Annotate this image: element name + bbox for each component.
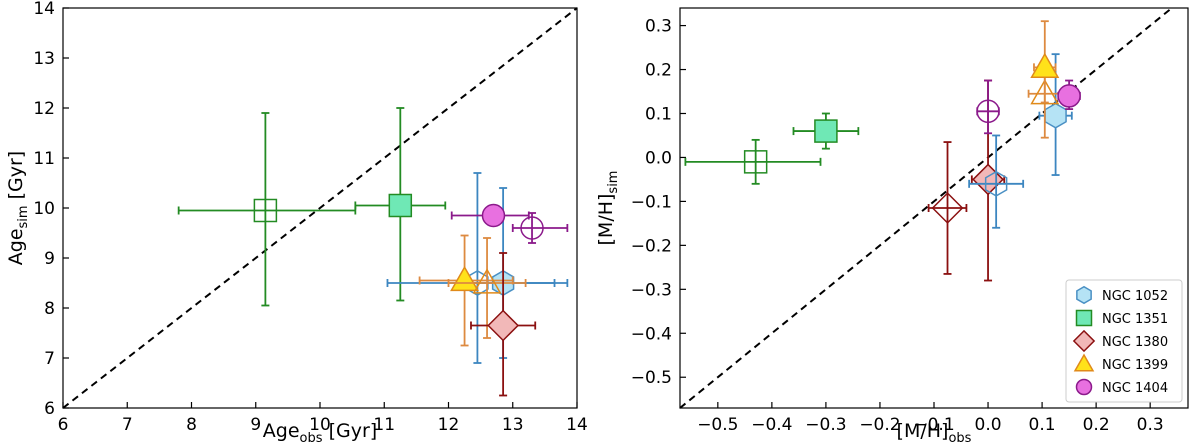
- age-x-tick-label: 14: [566, 415, 588, 435]
- legend-entry-ngc-1399: NGC 1399: [1073, 353, 1168, 373]
- ngc-1404-marker: [481, 203, 506, 228]
- legend-entry-ngc-1351: NGC 1351: [1075, 309, 1168, 327]
- age-point-ngc-1052-open: [386, 172, 556, 364]
- legend-marker: [1075, 378, 1093, 396]
- ngc-1052-marker: [984, 170, 1008, 197]
- metallicity-y-tick-label: −0.1: [631, 192, 672, 212]
- metallicity-x-tick-label: −0.3: [805, 415, 846, 435]
- legend-entry-ngc-1052: NGC 1052: [1076, 285, 1168, 305]
- metallicity-y-tick-label: −0.2: [631, 236, 672, 256]
- age-point-ngc-1399-open: [447, 237, 527, 339]
- metallicity-y-tick-label: 0.3: [645, 17, 672, 37]
- ngc-1351-marker: [253, 198, 278, 223]
- ngc-1404-marker: [1057, 84, 1081, 108]
- age-y-tick-label: 13: [33, 49, 55, 69]
- age-y-axis-label: Agesim [Gyr]: [5, 151, 31, 265]
- age-point-ngc-1404-filled: [450, 203, 530, 228]
- ngc-1399-marker: [450, 265, 480, 292]
- metallicity-point-ngc-1052-open: [968, 134, 1025, 229]
- age-y-tick-label: 8: [44, 299, 55, 319]
- age-point-ngc-1380-filled: [470, 252, 537, 397]
- legend-marker: [1072, 329, 1096, 353]
- legend-label: NGC 1351: [1102, 312, 1168, 327]
- ngc-1052-marker: [1044, 102, 1067, 129]
- age-x-tick-label: 12: [438, 415, 460, 435]
- metallicity-data-points: [684, 20, 1081, 282]
- legend-entry-ngc-1380: NGC 1380: [1072, 329, 1168, 353]
- age-y-tick-label: 11: [33, 149, 55, 169]
- age-y-tick-label: 14: [33, 0, 55, 19]
- age-x-tick-label: 6: [58, 415, 69, 435]
- age-axis-ticks: 6 7 8 9 10 11 12 13 14 6 7 8 9 10 11 12 13 14: [33, 0, 587, 435]
- ngc-1399-marker: [1030, 79, 1060, 105]
- metallicity-point-ngc-1351-filled: [792, 112, 860, 150]
- ngc-1399-marker: [472, 268, 502, 294]
- ngc-1380-marker: [972, 163, 1004, 196]
- metallicity-y-tick-label: 0.1: [645, 104, 672, 124]
- age-x-tick-label: 9: [250, 415, 261, 435]
- legend-box: [1065, 279, 1183, 403]
- metallicity-one-to-one-line: [679, 7, 1173, 409]
- age-y-tick-label: 7: [44, 349, 55, 369]
- legend: NGC 1052 NGC 1351 NGC 1380 NGC 1399 NGC 1404: [1065, 279, 1183, 403]
- legend-marker: [1073, 353, 1095, 372]
- age-y-tick-label: 12: [33, 99, 55, 119]
- metallicity-point-ngc-1404-filled: [1057, 79, 1081, 110]
- age-y-tick-label: 6: [44, 399, 55, 419]
- age-point-ngc-1351-open: [177, 112, 357, 307]
- metallicity-y-tick-label: −0.4: [631, 324, 672, 344]
- legend-marker: [1075, 309, 1093, 327]
- metallicity-x-tick-label: 0.1: [1029, 415, 1056, 435]
- age-data-points: [177, 107, 569, 397]
- metallicity-point-ngc-1380-open: [927, 141, 968, 275]
- ngc-1351-marker: [814, 119, 838, 143]
- legend-label: NGC 1380: [1102, 335, 1168, 350]
- metallicity-x-tick-label: 0.2: [1083, 415, 1110, 435]
- legend-label: NGC 1399: [1102, 358, 1168, 373]
- metallicity-x-tick-label: −0.4: [751, 415, 792, 435]
- metallicity-comparison-panel: −0.5 −0.4 −0.3 −0.2 −0.1 0.0 0.1 0.2 0.3 −0.5 −0.4…: [595, 7, 1189, 446]
- ngc-1380-marker: [487, 309, 520, 342]
- metallicity-x-axis-label: [M/H]obs: [897, 420, 972, 444]
- age-point-ngc-1351-filled: [354, 107, 447, 302]
- legend-entry-ngc-1404: NGC 1404: [1075, 378, 1168, 396]
- metallicity-axis-ticks: −0.5 −0.4 −0.3 −0.2 −0.1 0.0 0.1 0.2 0.3 −0.5 −0.4…: [631, 17, 1164, 435]
- age-x-tick-label: 10: [309, 415, 331, 435]
- legend-label: NGC 1404: [1102, 381, 1168, 396]
- age-point-ngc-1399-filled: [418, 234, 514, 347]
- legend-marker: [1076, 285, 1092, 305]
- age-y-tick-label: 9: [44, 249, 55, 269]
- age-x-tick-label: 11: [373, 415, 395, 435]
- age-one-to-one-line: [62, 7, 578, 409]
- ngc-1380-marker: [931, 192, 964, 224]
- metallicity-x-tick-label: −0.1: [913, 415, 954, 435]
- ngc-1399-marker: [1030, 52, 1060, 78]
- metallicity-point-ngc-1404-open: [976, 79, 1000, 135]
- metallicity-point-ngc-1399-filled: [1030, 20, 1060, 104]
- age-comparison-panel: 6 7 8 9 10 11 12 13 14 6 7 8 9 10 11 12 13 14 Ageobs [Gyr…: [5, 0, 588, 446]
- age-x-axis-label: Ageobs [Gyr]: [263, 420, 377, 444]
- metallicity-y-tick-label: −0.5: [631, 368, 672, 388]
- age-x-tick-label: 8: [186, 415, 197, 435]
- age-point-ngc-1404-open: [511, 212, 569, 244]
- metallicity-x-tick-label: −0.2: [859, 415, 900, 435]
- ngc-1351-marker: [743, 150, 768, 174]
- ngc-1404-marker: [976, 99, 1000, 124]
- ngc-1404-marker: [520, 216, 544, 240]
- age-x-tick-label: 7: [122, 415, 133, 435]
- metallicity-y-axis-label: [M/H]sim: [595, 171, 621, 246]
- metallicity-y-tick-label: 0.2: [645, 61, 672, 81]
- age-x-tick-label: 13: [502, 415, 524, 435]
- metallicity-x-tick-label: 0.0: [975, 415, 1002, 435]
- metallicity-y-tick-label: −0.3: [631, 280, 672, 300]
- legend-label: NGC 1052: [1102, 289, 1168, 304]
- metallicity-x-tick-label: −0.5: [697, 415, 738, 435]
- metallicity-x-tick-label: 0.3: [1137, 415, 1164, 435]
- metallicity-y-tick-label: 0.0: [645, 148, 672, 168]
- age-y-tick-label: 10: [33, 199, 55, 219]
- metallicity-point-ngc-1351-open: [684, 138, 822, 185]
- ngc-1351-marker: [388, 193, 413, 218]
